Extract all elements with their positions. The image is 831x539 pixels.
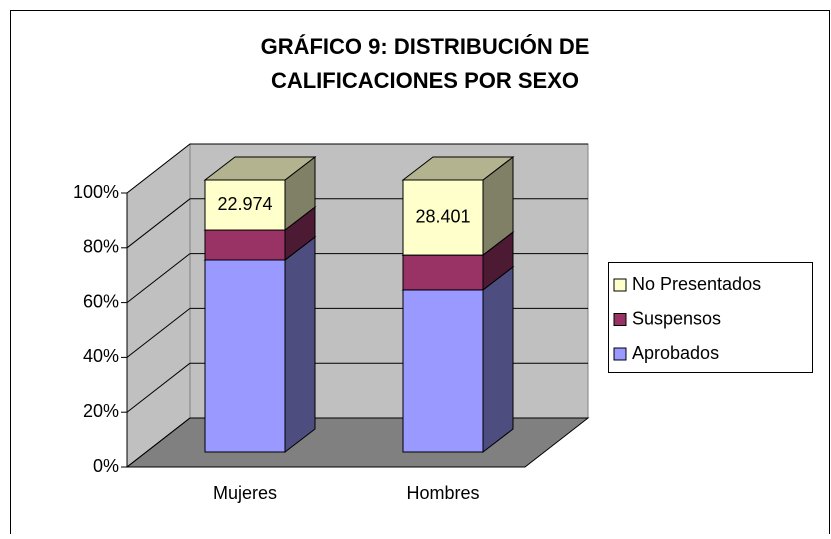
bar xyxy=(402,289,484,453)
y-tick-label: 100% xyxy=(73,182,119,202)
legend-label: No Presentados xyxy=(632,274,761,294)
grid-line xyxy=(126,362,191,413)
grid-line xyxy=(126,143,191,194)
chart-subtitle: CALIFICACIONES POR SEXO xyxy=(271,68,579,93)
data-label: 28.401 xyxy=(415,206,470,226)
y-tick-label: 80% xyxy=(83,237,119,257)
legend-swatch xyxy=(613,347,627,361)
y-tick-label: 0% xyxy=(93,456,119,476)
bar xyxy=(204,179,286,231)
y-tick-label: 60% xyxy=(83,291,119,311)
floor xyxy=(125,417,590,468)
bar-top xyxy=(401,156,515,181)
grid-line xyxy=(126,417,191,468)
y-tick-label: 20% xyxy=(83,401,119,421)
bar xyxy=(204,259,286,453)
x-tick-label: Hombres xyxy=(406,483,479,503)
bar-side xyxy=(284,235,316,454)
side-wall xyxy=(126,142,191,469)
bar xyxy=(204,229,286,261)
chart-title: GRÁFICO 9: DISTRIBUCIÓN DE xyxy=(261,34,590,59)
legend-label: Aprobados xyxy=(632,343,719,363)
legend-label: Suspensos xyxy=(632,308,721,328)
bar xyxy=(402,254,484,291)
legend-swatch xyxy=(613,313,627,326)
x-tick-label: Mujeres xyxy=(213,483,277,503)
bar-top xyxy=(203,156,317,181)
bar xyxy=(402,179,484,256)
bar-side xyxy=(482,265,514,454)
y-tick-label: 40% xyxy=(83,346,119,366)
data-label: 22.974 xyxy=(217,194,272,214)
legend-swatch xyxy=(613,278,627,292)
grid-line xyxy=(126,308,191,358)
legend xyxy=(608,262,813,373)
grid-line xyxy=(126,198,191,249)
grid-line xyxy=(126,253,191,303)
